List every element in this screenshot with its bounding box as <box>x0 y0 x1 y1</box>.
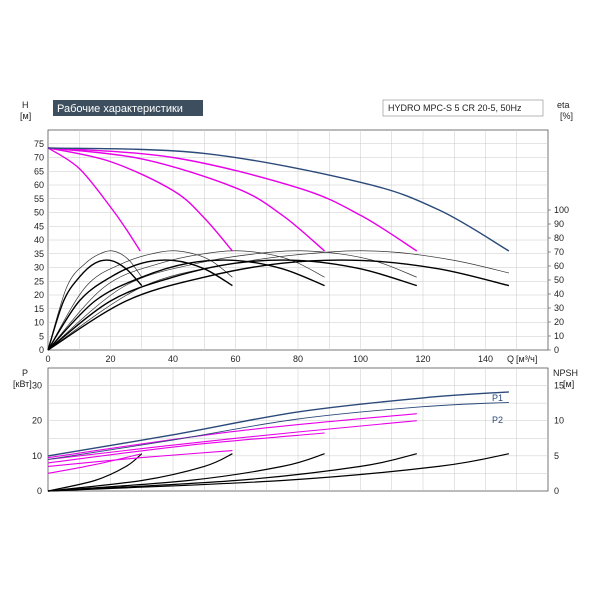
p2-curve <box>47 401 509 460</box>
eta-tick-label: 60 <box>554 261 564 271</box>
npsh-curve <box>47 453 143 492</box>
chart-title: Рабочие характеристики <box>57 103 183 115</box>
y-tick-label: 20 <box>34 290 44 300</box>
yunit-left-bottom: [кВт] <box>13 379 32 389</box>
y-tick-label: 75 <box>34 139 44 149</box>
efficiency-curve-thin <box>47 250 509 351</box>
model-box <box>382 99 544 117</box>
efficiency-curve <box>47 259 510 351</box>
efficiency-curve <box>47 259 325 351</box>
npsh-tick-label: 5 <box>554 451 559 461</box>
x-tick-label: 20 <box>105 354 115 364</box>
eta-tick-label: 20 <box>554 317 564 327</box>
head-curve <box>47 147 418 252</box>
p2-label: P2 <box>492 415 503 425</box>
npsh-curve <box>47 453 417 492</box>
eta-tick-label: 50 <box>554 275 564 285</box>
y-tick-label: 70 <box>34 153 44 163</box>
ylabel-right-top: eta <box>557 100 570 110</box>
y-tick-label: 45 <box>34 221 44 231</box>
x-tick-label: 100 <box>353 354 368 364</box>
head-curve <box>47 147 141 252</box>
x-tick-label: 60 <box>230 354 240 364</box>
eta-tick-label: 0 <box>554 345 559 355</box>
ylabel-left-bottom: P <box>22 368 28 378</box>
y-tick-label: 35 <box>34 249 44 259</box>
head-curve <box>47 147 510 252</box>
y-tick-label: 25 <box>34 276 44 286</box>
p-tick-label: 30 <box>32 381 42 391</box>
npsh-curve <box>47 453 233 492</box>
y-tick-label: 50 <box>34 208 44 218</box>
x-tick-label: 40 <box>168 354 178 364</box>
yunit-right-bottom: [м] <box>563 379 574 389</box>
yunit-left-top: [м] <box>20 111 31 121</box>
y-tick-label: 15 <box>34 304 44 314</box>
power-curve <box>47 413 417 459</box>
y-tick-label: 55 <box>34 194 44 204</box>
npsh-curve <box>47 453 325 492</box>
npsh-tick-label: 0 <box>554 486 559 496</box>
efficiency-curve <box>47 259 417 351</box>
npsh-tick-label: 10 <box>554 416 564 426</box>
eta-tick-label: 40 <box>554 289 564 299</box>
model-label: HYDRO MPC-S 5 CR 20-5, 50Hz <box>388 103 522 113</box>
x-tick-label: 0 <box>45 354 50 364</box>
y-tick-label: 5 <box>39 331 44 341</box>
power-npsh-plot: 0 10 20 30 0 5 10 15 P1 P2 <box>32 367 564 496</box>
head-curve <box>47 147 326 252</box>
x-tick-label: 120 <box>415 354 430 364</box>
ylabel-left-top: H <box>22 100 29 110</box>
y-tick-label: 10 <box>34 318 44 328</box>
x-tick-label: 80 <box>293 354 303 364</box>
y-tick-label: 65 <box>34 166 44 176</box>
head-curve <box>47 147 233 252</box>
eta-tick-label: 10 <box>554 331 564 341</box>
p-tick-label: 0 <box>37 486 42 496</box>
y-tick-label: 40 <box>34 235 44 245</box>
power-curve <box>47 420 417 460</box>
power-curve <box>47 432 325 464</box>
xlabel: Q <box>507 354 514 364</box>
eta-tick-label: 30 <box>554 303 564 313</box>
yunit-right-top: [%] <box>560 111 573 121</box>
x-tick-label: 140 <box>478 354 493 364</box>
head-efficiency-plot: 0 5 10 15 20 25 30 35 40 45 50 55 60 65 70 75 0 10 20 30 40 5… <box>34 129 569 364</box>
title-box <box>53 100 203 116</box>
y-tick-label: 60 <box>34 180 44 190</box>
npsh-curve <box>47 453 510 492</box>
eta-tick-label: 70 <box>554 247 564 257</box>
p-tick-label: 10 <box>32 451 42 461</box>
eta-tick-label: 80 <box>554 233 564 243</box>
p1-label: P1 <box>492 393 503 403</box>
p1-curve <box>47 391 509 457</box>
p-tick-label: 20 <box>32 416 42 426</box>
xunit: [м³/ч] <box>516 354 537 364</box>
ylabel-right-bottom: NPSH <box>553 368 578 378</box>
npsh-tick-label: 15 <box>554 381 564 391</box>
power-curve <box>47 450 233 467</box>
y-tick-label: 0 <box>39 345 44 355</box>
power-curve <box>47 453 141 474</box>
eta-tick-label: 100 <box>554 205 569 215</box>
eta-tick-label: 90 <box>554 219 564 229</box>
y-tick-label: 30 <box>34 263 44 273</box>
